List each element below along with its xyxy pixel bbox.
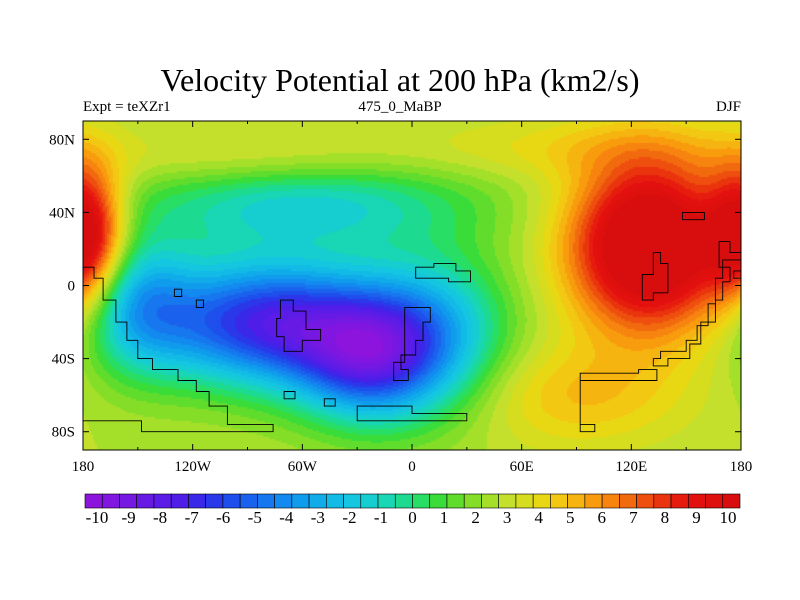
label-bar-tick: -7 — [185, 508, 200, 527]
label-bar-swatch — [705, 493, 724, 509]
contour-map: 180 120W 60W 0 60E 120E 180 80N 40N 0 40S 80S — [49, 120, 753, 475]
label-bar-swatch — [326, 493, 344, 509]
coastline-6 — [283, 391, 296, 400]
label-bar-swatch — [670, 493, 689, 509]
label-bar-tick: -3 — [311, 508, 325, 527]
coastline-8 — [415, 263, 471, 283]
label-bar-swatch — [687, 493, 706, 509]
label-bar-swatch — [360, 493, 379, 509]
label-bar: -10 -9 -8 -7 -6 -5 -4 -3 -2 -1 0 1 2 3 4 5 6 7 8 9 10 — [84, 493, 741, 527]
label-bar-swatch — [567, 493, 586, 509]
label-bar-swatch — [532, 493, 551, 509]
label-bar-tick: -8 — [153, 508, 167, 527]
label-bar-swatch — [601, 493, 620, 509]
label-bar-swatch — [239, 493, 258, 509]
label-bar-tick: 7 — [629, 508, 638, 527]
label-bar-swatch — [119, 493, 138, 509]
label-bar-tick: 1 — [440, 508, 449, 527]
xtick-label: 180 — [730, 459, 753, 475]
label-bar-tick: -2 — [342, 508, 356, 527]
coastline-2 — [173, 288, 183, 297]
coastline-11 — [652, 241, 742, 367]
label-bar-swatch — [377, 493, 396, 509]
label-bar-tick: -9 — [121, 508, 135, 527]
label-bar-tick: 3 — [503, 508, 512, 527]
coastline-4 — [393, 306, 431, 381]
label-bar-swatch — [188, 493, 206, 509]
label-bar-swatch — [446, 493, 465, 509]
ytick-label: 80N — [49, 132, 75, 148]
label-bar-tick: -5 — [248, 508, 262, 527]
experiment-label: Expt = teXZr1 — [83, 99, 171, 115]
label-bar-tick: 4 — [534, 508, 543, 527]
label-bar-tick: 8 — [661, 508, 670, 527]
label-bar-swatch — [653, 493, 672, 509]
label-bar-swatch — [170, 493, 189, 509]
label-bar-swatch — [136, 493, 155, 509]
label-bar-swatch — [498, 493, 517, 509]
label-bar-swatch — [463, 493, 482, 509]
ytick-label: 80S — [52, 425, 75, 441]
label-bar-swatch — [101, 493, 120, 509]
label-bar-swatch — [343, 493, 362, 509]
label-bar-swatch — [636, 493, 655, 509]
map-title: Velocity Potential at 200 hPa (km2/s) — [160, 62, 640, 98]
label-bar-tick: -10 — [86, 508, 109, 527]
ytick-label: 40N — [49, 205, 75, 221]
label-bar-swatch — [584, 493, 603, 509]
label-bar-tick: 9 — [692, 508, 701, 527]
label-bar-swatch — [550, 493, 568, 509]
ytick-label: 0 — [68, 279, 76, 295]
xtick-label: 120W — [174, 459, 212, 475]
label-bar-swatch — [308, 493, 327, 509]
coastline-3 — [195, 299, 205, 308]
season-label: DJF — [715, 99, 741, 115]
label-bar-swatch — [222, 493, 241, 509]
time-period-label: 475_0_MaBP — [358, 99, 442, 115]
label-bar-swatch — [153, 493, 172, 509]
label-bar-tick: -6 — [216, 508, 230, 527]
label-bar-swatch — [291, 493, 310, 509]
label-bar-tick: 5 — [566, 508, 575, 527]
label-bar-swatch — [257, 493, 275, 509]
label-bar-swatch — [429, 493, 448, 509]
coastline-12 — [641, 252, 669, 301]
label-bar-swatch — [722, 493, 741, 509]
label-bar-tick: -4 — [279, 508, 294, 527]
xtick-label: 120E — [615, 459, 647, 475]
label-bar-tick: -1 — [374, 508, 388, 527]
label-bar-tick: 2 — [471, 508, 480, 527]
xtick-label: 60E — [510, 459, 534, 475]
label-bar-swatch — [205, 493, 224, 509]
label-bar-swatch — [274, 493, 293, 509]
label-bar-tick: 6 — [598, 508, 607, 527]
coastline-5 — [323, 398, 336, 407]
label-bar-swatch — [619, 493, 637, 509]
coastline-10 — [682, 211, 705, 221]
coastline-9 — [579, 369, 658, 433]
label-bar-swatch — [515, 493, 534, 509]
coastline-1 — [276, 299, 322, 352]
xtick-label: 0 — [408, 459, 416, 475]
label-bar-swatch — [481, 493, 499, 509]
label-bar-swatch — [84, 493, 103, 509]
coastline-7 — [356, 405, 468, 422]
contour-fill-field — [83, 121, 741, 450]
label-bar-tick: 10 — [720, 508, 737, 527]
ytick-label: 40S — [52, 352, 75, 368]
xtick-label: 60W — [288, 459, 318, 475]
label-bar-swatch — [412, 493, 431, 509]
label-bar-swatch — [394, 493, 413, 509]
label-bar-tick: 0 — [408, 508, 417, 527]
coastline-0 — [82, 266, 274, 433]
xtick-label: 180 — [72, 459, 95, 475]
